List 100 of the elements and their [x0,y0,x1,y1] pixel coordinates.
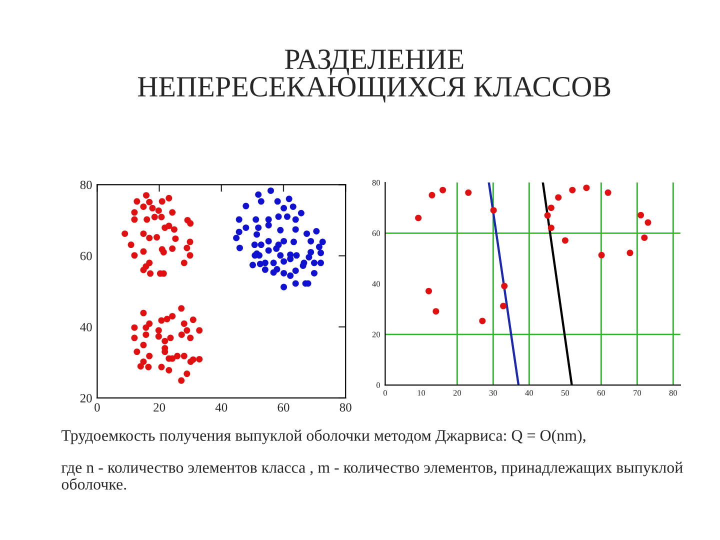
point [626,250,634,256]
point [644,219,652,226]
point [149,204,156,212]
point [548,204,554,212]
y-tick-label: 60 [372,230,380,236]
point [187,220,194,227]
point [131,324,138,331]
point [641,234,648,241]
point [166,194,172,202]
y-tick-label: 80 [80,180,92,190]
point [187,334,194,342]
point [172,235,179,242]
point [143,192,150,199]
point [501,282,508,290]
point [638,212,644,218]
point [158,364,165,370]
point [426,288,432,294]
y-tick-label: 60 [80,252,92,260]
point [544,212,551,219]
point [178,331,185,338]
point [180,320,188,327]
y-tick-label: 40 [80,322,92,332]
point [186,252,194,259]
point [146,234,153,242]
point [145,364,152,370]
point [144,216,150,223]
x-tick-label: 40 [215,403,228,412]
point [583,184,590,192]
point [122,230,128,237]
x-tick-label: 80 [340,403,352,412]
point [146,320,153,327]
point [128,242,134,248]
point [158,198,166,205]
point [428,192,436,198]
point [140,310,147,316]
x-tick-label: 80 [669,390,678,396]
point [160,248,167,256]
point [479,318,486,324]
point [178,305,185,312]
point [158,317,165,324]
point [154,234,160,241]
point [146,198,153,206]
point [131,252,138,259]
y-tick-label: 20 [372,332,380,338]
x-tick-label: 0 [383,390,387,396]
point [604,189,612,196]
x-tick-label: 50 [562,390,570,396]
point [162,338,168,344]
y-tick-label: 0 [376,382,380,388]
point [500,302,507,310]
point [158,214,165,220]
point [184,327,190,334]
point [169,245,176,252]
point [186,238,194,246]
point [184,244,190,252]
point [432,308,440,315]
point [184,370,190,378]
point [142,331,150,338]
point [131,209,138,216]
point [140,230,147,237]
point [555,194,562,201]
point [196,356,203,362]
point [465,189,472,196]
x-tick-label: 60 [597,390,606,396]
x-tick-label: 20 [453,390,462,396]
point [166,366,172,374]
point [140,203,147,210]
point [440,186,446,194]
point [174,352,181,360]
point [166,222,172,230]
y-tick-label: 40 [372,281,380,287]
point [190,316,196,324]
point [178,377,185,384]
point [415,214,422,222]
x-tick-label: 0 [94,403,100,412]
point [598,252,605,258]
x-tick-label: 30 [489,390,498,396]
point [134,348,140,356]
x-tick-label: 60 [278,403,290,412]
point [190,356,196,363]
point [164,316,170,322]
point [134,198,140,205]
point [131,216,138,223]
x-tick-label: 10 [418,390,426,396]
x-tick-label: 20 [154,403,166,412]
chart-title: РАЗДЕЛЕНИЕ НЕПЕРЕСЕКАЮЩИХСЯ КЛАССОВ [138,50,610,103]
point [140,266,147,274]
point [169,312,176,320]
point [131,334,138,342]
point [569,186,576,194]
point [155,327,162,334]
point [147,270,154,277]
x-tick-label: 40 [525,390,534,396]
point [548,224,554,232]
point [155,333,162,340]
point [140,358,147,365]
text: Трудоемкость получения выпуклой оболочки методом Джарвиса: Q = O(nm), [61,429,586,444]
point [140,248,147,255]
point [562,237,568,244]
x-tick-label: 70 [634,390,642,396]
